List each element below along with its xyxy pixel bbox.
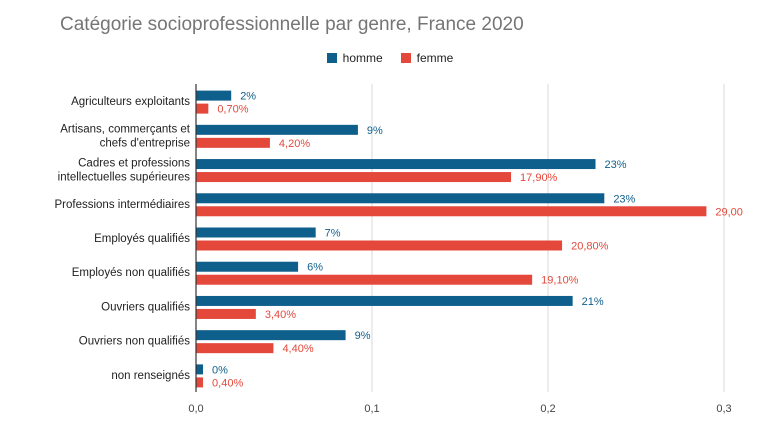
category-label-1-0: Artisans, commerçants et <box>60 123 191 135</box>
legend-item-homme[interactable]: homme <box>326 51 383 65</box>
legend-item-femme[interactable]: femme <box>400 51 454 65</box>
bar-femme-8 <box>196 377 204 388</box>
bar-femme-2 <box>196 172 512 183</box>
legend-swatch-homme <box>326 53 337 63</box>
data-label-homme-5: 6% <box>307 262 323 274</box>
data-label-femme-8: 0,40% <box>212 377 243 389</box>
category-label-4-0: Employés qualifiés <box>94 233 190 245</box>
data-label-homme-1: 9% <box>367 125 383 137</box>
data-label-femme-1: 4,20% <box>279 138 310 150</box>
bar-homme-5 <box>196 261 299 272</box>
category-label-1-1: chefs d'entreprise <box>100 137 190 149</box>
bar-femme-6 <box>196 308 256 319</box>
bar-homme-2 <box>196 159 596 170</box>
bar-femme-5 <box>196 274 533 285</box>
bar-femme-0 <box>196 103 209 114</box>
data-label-femme-0: 0,70% <box>217 104 248 116</box>
x-tick-label-0: 0,0 <box>188 403 203 415</box>
data-label-homme-6: 21% <box>582 296 604 308</box>
category-label-6-0: Ouvriers qualifiés <box>101 301 190 313</box>
bar-homme-1 <box>196 124 358 135</box>
bar-homme-0 <box>196 90 232 101</box>
bar-femme-7 <box>196 343 274 354</box>
legend-label-femme: femme <box>416 51 454 65</box>
bar-femme-1 <box>196 137 270 148</box>
data-label-homme-7: 9% <box>355 330 371 342</box>
bar-homme-4 <box>196 227 316 238</box>
data-label-femme-6: 3,40% <box>265 309 296 321</box>
x-tick-label-1: 0,1 <box>364 403 379 415</box>
x-tick-label-3: 0,3 <box>716 403 731 415</box>
chart-title: Catégorie socioprofessionnelle par genre… <box>60 14 524 35</box>
bar-femme-3 <box>196 206 707 217</box>
x-tick-label-2: 0,2 <box>540 403 555 415</box>
category-label-3-0: Professions intermédiaires <box>54 199 190 211</box>
category-label-8-0: non renseignés <box>111 370 190 382</box>
bar-femme-4 <box>196 240 563 251</box>
data-label-femme-7: 4,40% <box>282 343 313 355</box>
data-label-homme-3: 23% <box>613 193 635 205</box>
chart-legend: homme femme <box>0 51 780 65</box>
bar-homme-7 <box>196 330 346 341</box>
data-label-femme-4: 20,80% <box>571 241 609 253</box>
category-label-2-1: intellectuelles supérieures <box>58 172 191 184</box>
category-label-2-0: Cadres et professions <box>78 158 190 170</box>
data-label-homme-8: 0% <box>212 364 228 376</box>
bar-homme-8 <box>196 364 204 375</box>
bar-homme-6 <box>196 295 573 306</box>
category-label-7-0: Ouvriers non qualifiés <box>79 336 190 348</box>
legend-swatch-femme <box>400 53 411 63</box>
data-label-femme-3: 29,00 <box>715 206 743 218</box>
data-label-homme-0: 2% <box>240 91 256 103</box>
bar-homme-3 <box>196 193 605 204</box>
data-label-homme-2: 23% <box>605 159 627 171</box>
data-label-homme-4: 7% <box>325 228 341 240</box>
legend-label-homme: homme <box>342 51 383 65</box>
category-label-5-0: Employés non qualifiés <box>72 267 191 279</box>
category-label-0-0: Agriculteurs exploitants <box>71 96 190 108</box>
data-label-femme-5: 19,10% <box>541 275 579 287</box>
data-label-femme-2: 17,90% <box>520 172 558 184</box>
